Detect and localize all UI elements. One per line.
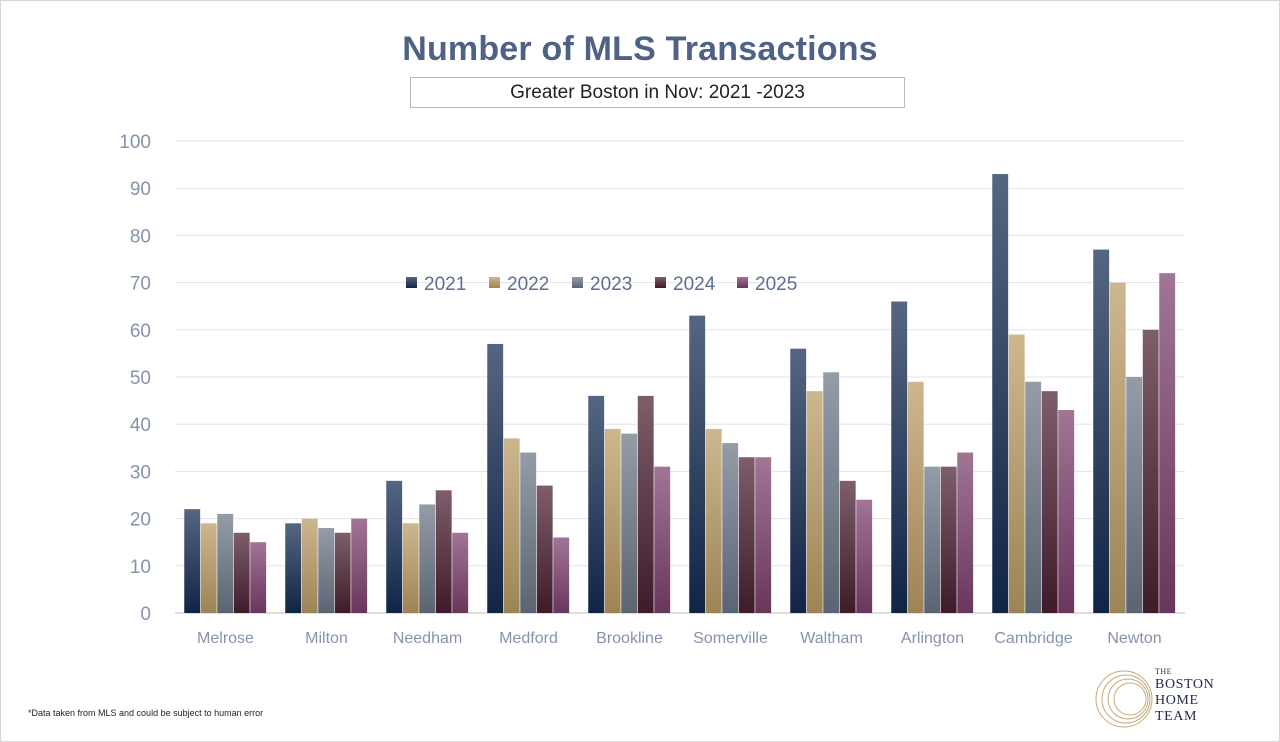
bar-2023 bbox=[419, 504, 436, 613]
bar-2025 bbox=[553, 537, 570, 613]
bar-2024 bbox=[1142, 329, 1159, 613]
x-category-label: Cambridge bbox=[994, 630, 1072, 647]
bar-2025 bbox=[250, 542, 267, 613]
bar-2025 bbox=[856, 499, 873, 613]
bar-2023 bbox=[823, 372, 840, 613]
bar-2024 bbox=[738, 457, 755, 613]
bar-2024 bbox=[1041, 391, 1058, 613]
x-category-label: Milton bbox=[305, 630, 348, 647]
legend-swatch-2023 bbox=[572, 277, 583, 288]
bar-2022 bbox=[1008, 334, 1025, 613]
bar-2021 bbox=[184, 509, 201, 613]
bar-2025 bbox=[654, 466, 671, 613]
y-tick-label: 10 bbox=[130, 557, 151, 578]
bar-2021 bbox=[487, 343, 504, 613]
y-tick-label: 40 bbox=[130, 415, 151, 436]
bar-2024 bbox=[536, 485, 553, 613]
y-tick-label: 50 bbox=[130, 368, 151, 389]
bar-2023 bbox=[318, 528, 335, 613]
y-tick-label: 90 bbox=[130, 179, 151, 200]
bar-2021 bbox=[790, 348, 807, 613]
legend-label-2024: 2024 bbox=[673, 274, 716, 295]
bar-2023 bbox=[722, 443, 739, 613]
bar-2022 bbox=[402, 523, 419, 613]
bar-2022 bbox=[301, 518, 318, 613]
bar-2025 bbox=[1159, 273, 1176, 613]
bar-2025 bbox=[351, 518, 368, 613]
x-category-label: Arlington bbox=[901, 630, 964, 647]
bar-2023 bbox=[924, 466, 941, 613]
legend-swatch-2021 bbox=[406, 277, 417, 288]
y-tick-label: 30 bbox=[130, 462, 151, 483]
y-tick-label: 80 bbox=[130, 226, 151, 247]
y-tick-label: 0 bbox=[140, 604, 151, 625]
bar-2023 bbox=[520, 452, 537, 613]
bar-2021 bbox=[285, 523, 302, 613]
legend-swatch-2024 bbox=[655, 277, 666, 288]
bar-2023 bbox=[1126, 377, 1143, 613]
logo-home: HOME bbox=[1155, 693, 1199, 708]
x-category-label: Brookline bbox=[596, 630, 663, 647]
bar-2021 bbox=[386, 480, 403, 613]
bar-2021 bbox=[689, 315, 706, 613]
bar-2025 bbox=[957, 452, 974, 613]
chart-subtitle: Greater Boston in Nov: 2021 -2023 bbox=[410, 77, 905, 108]
concentric-circles-logo-icon bbox=[1095, 670, 1153, 728]
footnote: *Data taken from MLS and could be subjec… bbox=[28, 708, 264, 718]
legend-swatch-2022 bbox=[489, 277, 500, 288]
legend-label-2025: 2025 bbox=[755, 274, 797, 295]
x-category-label: Newton bbox=[1107, 630, 1161, 647]
bar-2024 bbox=[637, 395, 654, 613]
legend-swatch-2025 bbox=[737, 277, 748, 288]
bar-2021 bbox=[1093, 249, 1110, 613]
bar-2022 bbox=[705, 428, 722, 613]
y-tick-label: 20 bbox=[130, 510, 151, 531]
bar-2022 bbox=[503, 438, 520, 613]
bar-2024 bbox=[233, 532, 250, 613]
y-tick-label: 70 bbox=[130, 274, 151, 295]
bar-2024 bbox=[940, 466, 957, 613]
bar-2023 bbox=[621, 433, 638, 613]
bar-2023 bbox=[217, 513, 234, 613]
bar-2024 bbox=[334, 532, 351, 613]
bar-2023 bbox=[1025, 381, 1042, 613]
logo-wordmark: THE BOSTON HOME TEAM bbox=[1155, 668, 1214, 726]
logo-the: THE bbox=[1155, 667, 1173, 676]
bar-2025 bbox=[452, 532, 469, 613]
bar-2022 bbox=[604, 428, 621, 613]
x-category-label: Waltham bbox=[800, 630, 863, 647]
bar-2021 bbox=[588, 395, 605, 613]
bar-2022 bbox=[907, 381, 924, 613]
x-category-label: Medford bbox=[499, 630, 558, 647]
bar-2025 bbox=[755, 457, 772, 613]
chart-title: Number of MLS Transactions bbox=[402, 30, 878, 68]
bar-2024 bbox=[839, 480, 856, 613]
legend-label-2021: 2021 bbox=[424, 274, 466, 295]
bar-2022 bbox=[806, 391, 823, 613]
bar-2022 bbox=[200, 523, 217, 613]
bar-2022 bbox=[1109, 282, 1126, 613]
logo-boston: BOSTON bbox=[1155, 677, 1215, 692]
x-category-label: Somerville bbox=[693, 630, 768, 647]
legend-label-2023: 2023 bbox=[590, 274, 632, 295]
legend-label-2022: 2022 bbox=[507, 274, 549, 295]
bar-2024 bbox=[435, 490, 452, 613]
y-tick-label: 100 bbox=[119, 132, 151, 153]
bar-2025 bbox=[1058, 410, 1075, 613]
y-tick-label: 60 bbox=[130, 321, 151, 342]
bar-2021 bbox=[891, 301, 908, 613]
x-category-label: Needham bbox=[393, 630, 462, 647]
x-category-label: Melrose bbox=[197, 630, 254, 647]
logo-team: TEAM bbox=[1155, 709, 1198, 724]
bar-2021 bbox=[992, 174, 1009, 614]
